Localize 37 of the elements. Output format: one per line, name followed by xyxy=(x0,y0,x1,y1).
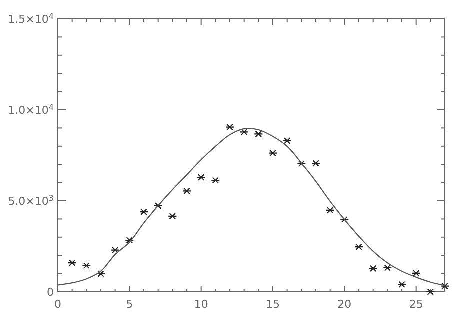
point xyxy=(182,188,192,195)
x-tick-label: 15 xyxy=(266,298,280,311)
point xyxy=(240,128,249,136)
point xyxy=(268,150,278,157)
point xyxy=(225,124,235,131)
point xyxy=(125,237,134,244)
point xyxy=(426,288,436,296)
point xyxy=(96,270,106,278)
x-tick-label: 25 xyxy=(409,298,424,311)
y-tick-label: 1.5×10$^{4}$ xyxy=(8,12,54,26)
x-tick-label: 10 xyxy=(194,298,208,311)
y-tick-label: 1.0×10$^{4}$ xyxy=(8,102,54,117)
point xyxy=(326,207,335,214)
point xyxy=(354,244,364,250)
y-tick-label: 5.0×10$^{3}$ xyxy=(8,194,54,208)
point xyxy=(110,246,120,254)
x-tick-label: 5 xyxy=(126,298,134,311)
point xyxy=(68,260,77,266)
point xyxy=(368,265,378,272)
y-tick-label: 0 xyxy=(47,286,54,299)
point xyxy=(412,270,421,277)
x-tick-label: 20 xyxy=(338,298,352,311)
point xyxy=(282,138,292,144)
point xyxy=(196,174,206,181)
point xyxy=(297,160,306,168)
point xyxy=(397,281,407,288)
point xyxy=(82,262,92,270)
line-series xyxy=(57,128,446,286)
point xyxy=(440,282,450,290)
point xyxy=(254,130,264,138)
point xyxy=(139,208,149,216)
point xyxy=(383,264,392,272)
point xyxy=(168,213,178,220)
point xyxy=(154,202,163,210)
point xyxy=(211,177,220,184)
point xyxy=(311,160,321,167)
point xyxy=(340,216,350,224)
